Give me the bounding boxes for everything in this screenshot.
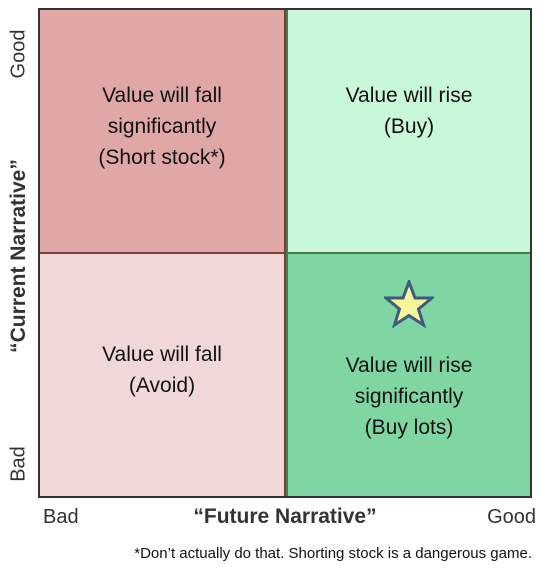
footnote: *Don’t actually do that. Shorting stock … bbox=[134, 545, 532, 562]
x-axis-low-label: Bad bbox=[43, 506, 79, 528]
y-axis-high-label: Good bbox=[7, 29, 30, 79]
quadrant-top-left: Value will fall significantly (Short sto… bbox=[40, 10, 286, 254]
y-axis-title: “Current Narrative” bbox=[7, 159, 30, 353]
y-axis-low-label: Bad bbox=[7, 446, 30, 482]
y-axis: Good “Current Narrative” Bad bbox=[0, 8, 38, 498]
star-icon bbox=[384, 280, 434, 328]
x-axis-high-label: Good bbox=[487, 506, 536, 528]
narrative-matrix: Value will fall significantly (Short sto… bbox=[38, 8, 532, 498]
quadrant-bottom-left: Value will fall (Avoid) bbox=[40, 254, 286, 496]
x-axis: Bad “Future Narrative” Good bbox=[38, 504, 536, 534]
quadrant-top-right-text: Value will rise (Buy) bbox=[345, 84, 473, 138]
x-axis-title: “Future Narrative” bbox=[193, 505, 377, 528]
star-icon-shape bbox=[384, 280, 434, 328]
quadrant-top-right: Value will rise (Buy) bbox=[286, 10, 530, 254]
quadrant-top-left-text: Value will fall significantly (Short sto… bbox=[98, 83, 226, 169]
quadrant-bottom-left-text: Value will fall (Avoid) bbox=[102, 343, 222, 397]
quadrant-bottom-right-text: Value will rise significantly (Buy lots) bbox=[345, 353, 473, 439]
